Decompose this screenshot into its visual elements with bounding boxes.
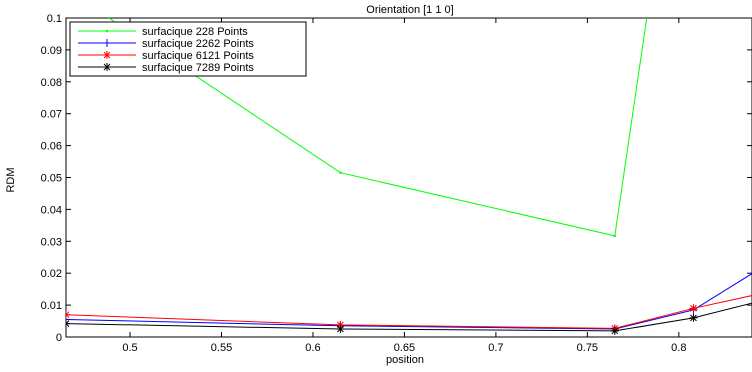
legend-label: surfacique 228 Points (142, 26, 248, 38)
legend-entry: surfacique 228 Points (78, 26, 248, 38)
y-tick-label: 0.08 (41, 77, 62, 89)
legend-label: surfacique 6121 Points (142, 50, 254, 62)
x-tick-label: 0.5 (122, 342, 137, 354)
y-tick-label: 0.1 (47, 13, 62, 25)
y-tick-label: 0.06 (41, 141, 62, 153)
series-4 (66, 302, 752, 335)
data-point (610, 326, 619, 335)
data-point (66, 315, 70, 324)
x-tick-label: 0.75 (577, 342, 598, 354)
y-tick-label: 0.05 (41, 173, 62, 185)
data-point (613, 234, 616, 238)
data-point (105, 29, 109, 33)
legend-label: surfacique 2262 Points (142, 38, 254, 50)
plot-area: 0.5 0.55 0.6 0.65 0.7 0.75 0.8 0 0.01 0.02 0.03 0.0… (41, 13, 752, 354)
y-tick-label: 0.04 (41, 204, 62, 216)
y-axis-label: RDM (5, 167, 17, 192)
y-tick-label: 0 (56, 332, 62, 344)
y-tick-label: 0.01 (41, 300, 62, 312)
x-tick-label: 0.7 (488, 342, 503, 354)
legend-entry: surfacique 6121 Points (78, 50, 254, 62)
x-tick-label: 0.8 (671, 342, 686, 354)
data-point (103, 51, 111, 59)
data-point (66, 310, 70, 319)
data-point (66, 319, 70, 328)
x-tick-label: 0.65 (394, 342, 415, 354)
data-point (689, 313, 698, 322)
data-point (689, 304, 698, 313)
legend-entry: surfacique 2262 Points (78, 38, 254, 50)
y-tick-label: 0.03 (41, 236, 62, 248)
chart-title: Orientation [1 1 0] (366, 4, 453, 16)
series-1 (108, 18, 648, 238)
legend-entry: surfacique 7289 Points (78, 62, 254, 74)
series-line (66, 273, 752, 330)
data-point (103, 63, 111, 71)
data-point (336, 325, 345, 334)
x-tick-label: 0.6 (305, 342, 320, 354)
series-line (108, 18, 648, 237)
data-point (103, 39, 111, 47)
y-tick-label: 0.07 (41, 109, 62, 121)
legend-label: surfacique 7289 Points (142, 62, 254, 74)
data-point (339, 171, 342, 174)
x-axis-label: position (386, 354, 424, 366)
y-tick-label: 0.09 (41, 45, 62, 57)
x-tick-label: 0.55 (211, 342, 232, 354)
y-tick-label: 0.02 (41, 268, 62, 280)
